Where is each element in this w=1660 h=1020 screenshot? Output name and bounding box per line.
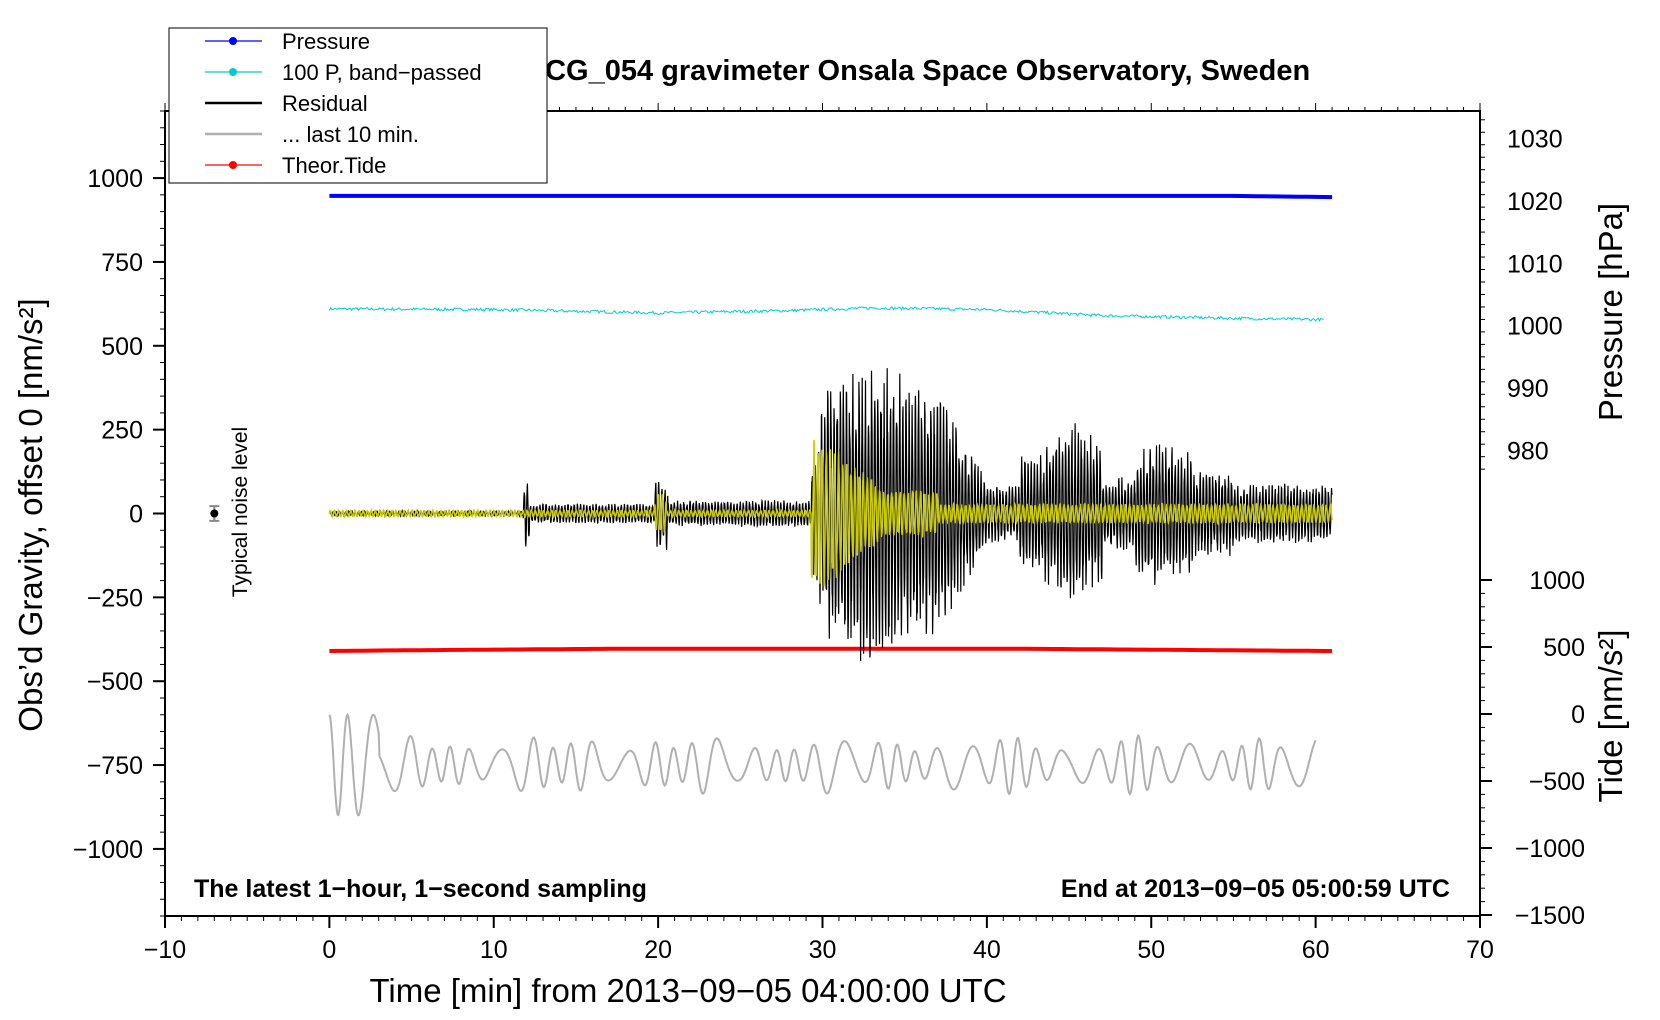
x-tick-label: 0 [322, 936, 336, 964]
note-latest-hour: The latest 1−hour, 1−second sampling [194, 875, 647, 903]
x-tick-label: 10 [480, 936, 508, 964]
x-tick-label: 50 [1137, 936, 1165, 964]
y-tide-tick-label: 0 [1571, 701, 1585, 729]
noise-level-label: Typical noise level [229, 427, 252, 597]
y-pressure-tick-label: 1000 [1507, 313, 1563, 341]
legend: Pressure 100 P, band−passed Residual ... la… [168, 27, 548, 184]
y-tide-tick-label: −500 [1529, 768, 1585, 796]
residual-filtered-line [328, 439, 1333, 587]
y-pressure-tick-label: 1030 [1507, 126, 1563, 154]
y-left-tick-label: −1000 [73, 836, 143, 864]
x-tick-label: −10 [144, 936, 186, 964]
x-tick-label: 40 [973, 936, 1001, 964]
legend-entries: Pressure 100 P, band−passed Residual ... la… [205, 29, 482, 178]
y-tide-tick-label: −1000 [1515, 835, 1585, 863]
noise-level-marker [209, 505, 220, 522]
chart-title: SCG_054 gravimeter Onsala Space Observat… [526, 55, 1310, 87]
legend-box [168, 27, 548, 184]
pressure-line [329, 193, 1333, 200]
y-left-tick-label: 1000 [87, 165, 143, 193]
legend-label: Pressure [282, 29, 370, 54]
legend-label: Theor.Tide [282, 153, 386, 178]
y-pressure-tick-label: 1020 [1507, 188, 1563, 216]
x-tick-label: 70 [1466, 936, 1494, 964]
y-axis-left-title: Obs’d Gravity, offset 0 [nm/s²] [12, 298, 49, 731]
x-tick-label: 20 [644, 936, 672, 964]
band-passed-pressure-line [328, 305, 1324, 323]
legend-label: Residual [282, 91, 368, 116]
y-left-tick-label: −500 [87, 668, 143, 696]
last-10-min-line [328, 712, 1317, 817]
y-left-tick-label: −750 [87, 752, 143, 780]
note-end-time: End at 2013−09−05 05:00:59 UTC [1061, 875, 1450, 903]
y-left-tick-label: −250 [87, 584, 143, 612]
x-axis-title: Time [min] from 2013−09−05 04:00:00 UTC [369, 972, 1006, 1009]
x-tick-label: 30 [809, 936, 837, 964]
y-tide-tick-label: 1000 [1529, 567, 1585, 595]
y-pressure-tick-label: 1010 [1507, 250, 1563, 278]
theoretical-tide-line [329, 646, 1333, 653]
legend-label: 100 P, band−passed [282, 60, 482, 85]
y-pressure-tick-label: 990 [1507, 375, 1549, 403]
y-tide-tick-label: 500 [1543, 634, 1585, 662]
x-tick-label: 60 [1302, 936, 1330, 964]
legend-swatch-marker [229, 37, 237, 45]
y-left-tick-label: 500 [101, 333, 143, 361]
y-left-tick-label: 0 [129, 501, 143, 529]
legend-swatch-marker [229, 68, 237, 76]
y-axis-tide-title: Tide [nm/s²] [1592, 630, 1629, 803]
y-axis-pressure-title: Pressure [hPa] [1592, 203, 1629, 421]
series-group [328, 193, 1333, 817]
legend-label: ... last 10 min. [282, 122, 419, 147]
y-left-tick-label: 250 [101, 417, 143, 445]
y-tide-tick-label: −1500 [1515, 902, 1585, 930]
axis-ticks: −10 0 10 20 30 40 50 60 7010007505002500−250−500… [73, 103, 1585, 964]
y-left-tick-label: 750 [101, 249, 143, 277]
noise-dot [210, 509, 219, 518]
legend-swatch-marker [229, 161, 237, 169]
y-pressure-tick-label: 980 [1507, 437, 1549, 465]
